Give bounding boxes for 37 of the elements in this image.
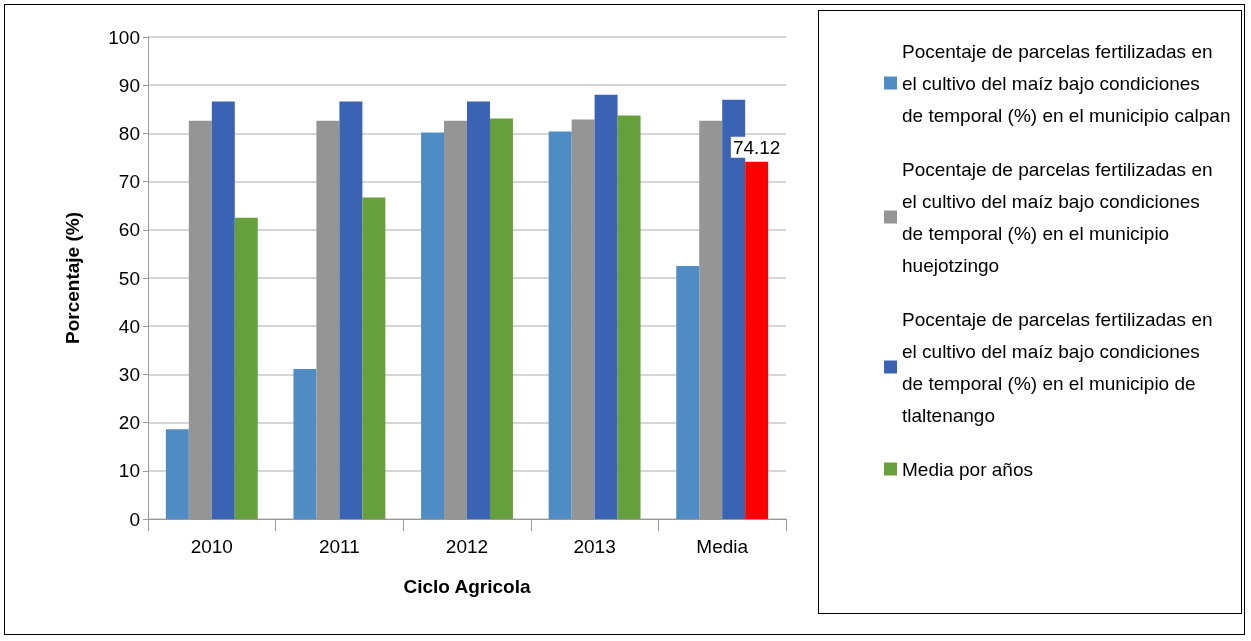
legend-label: Pocentaje de parcelas fertilizadas en el cultivo del maíz bajo condiciones de temporal (%) en el municipio de tlaltenango — [902, 308, 1218, 426]
y-tick-label: 30 — [118, 363, 140, 385]
bar — [676, 265, 700, 519]
legend-label: Pocentaje de parcelas fertilizadas en el cultivo del maíz bajo condiciones de temporal (%) en el municipio huejotzingo — [902, 158, 1218, 276]
bar — [165, 429, 189, 519]
y-tick-label: 40 — [118, 315, 140, 337]
bar — [234, 217, 258, 519]
y-tick-label: 70 — [118, 171, 140, 193]
bar — [594, 94, 618, 519]
bar — [339, 101, 363, 519]
bar — [293, 369, 317, 519]
y-axis-title: Porcentaje (%) — [62, 212, 83, 344]
bar — [617, 115, 641, 519]
x-tick-label: 2010 — [190, 536, 233, 557]
y-tick-label: 10 — [118, 460, 140, 482]
x-tick-label: 2011 — [318, 536, 360, 557]
bar — [211, 101, 235, 519]
y-tick-label: 100 — [108, 26, 140, 48]
y-tick-label: 20 — [118, 412, 140, 434]
x-tick-label: 2012 — [445, 536, 489, 557]
x-axis-title: Ciclo Agricola — [403, 576, 531, 597]
bar — [362, 197, 386, 519]
bar — [745, 161, 769, 519]
x-tick-label: 2013 — [573, 536, 616, 557]
legend-label: Media por años — [902, 458, 1033, 480]
bar — [467, 101, 490, 519]
bar — [489, 118, 513, 519]
bar — [421, 132, 445, 519]
y-tick-label: 80 — [118, 122, 140, 144]
y-tick-label: 60 — [118, 219, 140, 241]
y-tick-label: 0 — [129, 508, 140, 530]
legend-label: Pocentaje de parcelas fertilizadas en el cultivo del maíz bajo condiciones de temporal (%) en el municipio calpan — [902, 40, 1231, 126]
data-label: 74.12 — [732, 136, 781, 158]
y-tick-label: 50 — [118, 267, 140, 289]
y-tick-label: 90 — [118, 74, 140, 96]
bar — [548, 131, 572, 519]
x-tick-label: Media — [696, 536, 749, 557]
